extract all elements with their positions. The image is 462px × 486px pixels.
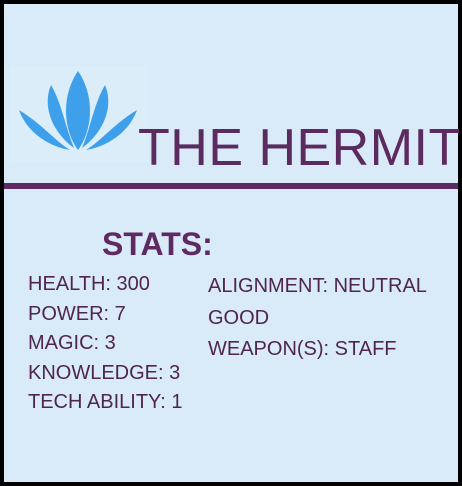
stat-power: POWER: 7	[28, 302, 126, 325]
stats-list-right: ALIGNMENT: NEUTRAL GOOD WEAPON(S): STAFF	[208, 270, 448, 365]
stat-alignment: ALIGNMENT: NEUTRAL GOOD	[208, 275, 427, 329]
stats-list-left: HEALTH: 300 POWER: 7 MAGIC: 3 KNOWLEDGE:…	[28, 270, 206, 418]
logo	[10, 66, 148, 162]
stat-tech-ability: TECH ABILITY: 1	[28, 391, 183, 413]
stat-knowledge: KNOWLEDGE: 3	[28, 361, 181, 384]
title-divider	[4, 183, 458, 189]
lotus-icon	[19, 71, 137, 150]
stat-weapons: WEAPON(S): STAFF	[208, 338, 397, 360]
card-title: THE HERMIT	[138, 119, 461, 177]
stat-health: HEALTH: 300	[28, 273, 150, 295]
stat-magic: MAGIC: 3	[28, 332, 116, 354]
stats-heading: STATS:	[102, 226, 213, 262]
